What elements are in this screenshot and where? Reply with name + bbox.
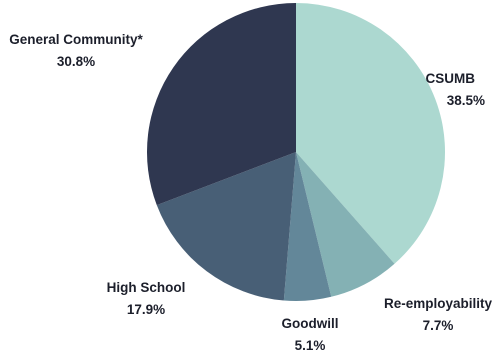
label-goodwill-value: 5.1% (295, 338, 326, 352)
pie-slice-csumb (296, 3, 446, 264)
pie-slice-re-employability (296, 152, 395, 297)
label-high-school-name: High School (107, 280, 186, 295)
pie-slice-high-school (156, 152, 296, 301)
label-high-school-value: 17.9% (127, 302, 165, 317)
label-re-employability-name: Re-employability (384, 296, 493, 311)
label-csumb-name: CSUMB (426, 71, 476, 86)
pie-slice-general-community (146, 2, 296, 206)
pie-slice-goodwill (283, 152, 332, 301)
pie-slices (146, 2, 446, 301)
label-csumb-value: 38.5% (447, 93, 485, 108)
label-re-employability-value: 7.7% (423, 318, 454, 333)
label-goodwill-name: Goodwill (282, 316, 339, 331)
label-general-community-name: General Community* (9, 32, 143, 47)
label-general-community-value: 30.8% (57, 54, 95, 69)
